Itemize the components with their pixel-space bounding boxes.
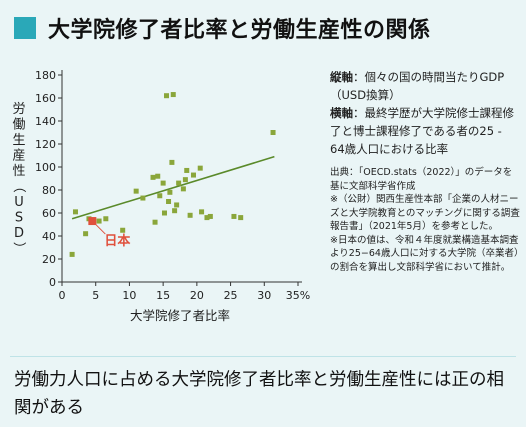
- data-point: [180, 186, 186, 192]
- data-point: [207, 213, 213, 219]
- data-point: [155, 173, 161, 179]
- japan-label: 日本: [104, 233, 130, 249]
- x-tick-label: 20: [190, 289, 204, 302]
- x-axis-title: 大学院修了者比率: [130, 308, 230, 323]
- data-point: [161, 210, 167, 216]
- y-tick-label: 180: [35, 69, 56, 82]
- y-tick-label: 100: [35, 161, 56, 174]
- y-axis-title-char: 生: [12, 133, 25, 148]
- trend-line: [71, 155, 275, 220]
- data-point: [166, 199, 172, 204]
- data-point: [150, 174, 156, 180]
- y-tick-label: 160: [35, 92, 56, 105]
- title-square-icon: [14, 17, 36, 39]
- y-tick-label: 80: [42, 184, 56, 197]
- source-notes: 出典：「OECD.stats（2022）」のデータを基に文部科学省作成 ※（公財…: [330, 166, 520, 274]
- data-point: [72, 209, 78, 215]
- axis-description: 縦軸：個々の国の時間当たりGDP（USD換算） 横軸：最終学歴が大学院修士課程修…: [330, 68, 520, 158]
- y-axis-title-char: ）: [11, 242, 26, 255]
- y-tick-label: 20: [42, 253, 56, 266]
- y-axis-title-char: D: [14, 226, 24, 241]
- y-tick-label: 0: [49, 276, 56, 289]
- data-point: [204, 215, 210, 221]
- y-axis-title-char: S: [15, 210, 23, 225]
- chart-svg: 0 20 40 60 80 100 120 140 160 180 0 5 10 15 20 25 30 35% 大…: [11, 69, 310, 323]
- data-point: [164, 93, 170, 99]
- y-axis-title-char: 働: [12, 117, 25, 132]
- x-tick-label: 10: [122, 289, 136, 302]
- divider: [10, 356, 516, 357]
- japan-leader-line: [94, 223, 106, 235]
- y-tick-label: 40: [42, 230, 56, 243]
- source-text: 出典：「OECD.stats（2022）」のデータを基に文部科学省作成: [330, 167, 513, 192]
- data-point: [197, 165, 203, 171]
- y-axis-title-char: 産: [12, 147, 25, 163]
- notes-panel: 縦軸：個々の国の時間当たりGDP（USD換算） 横軸：最終学歴が大学院修士課程修…: [330, 68, 520, 274]
- data-point: [157, 193, 163, 199]
- y-axis-title-char: 労: [12, 102, 25, 117]
- note-text-1: ※（公財）関西生産性本部「企業の人材ニーズと大学院教育とのマッチングに関する調査…: [330, 194, 520, 232]
- data-point: [182, 177, 188, 183]
- data-point: [140, 195, 146, 201]
- data-point: [270, 130, 276, 135]
- y-axis-title-char: U: [14, 195, 24, 210]
- data-point: [169, 159, 175, 165]
- data-point: [231, 213, 237, 219]
- data-point: [199, 209, 205, 215]
- data-point: [238, 215, 244, 221]
- title-bar: 大学院修了者比率と労働生産性の関係: [8, 8, 518, 44]
- x-tick-label: 15: [156, 289, 170, 302]
- y-tick-label: 60: [42, 207, 56, 220]
- vertical-axis-label: 縦軸: [330, 70, 353, 84]
- data-point: [152, 219, 158, 225]
- x-tick-label: 35%: [286, 289, 310, 302]
- data-point: [170, 92, 176, 98]
- data-point: [69, 251, 75, 257]
- data-point: [190, 172, 196, 178]
- data-point: [120, 227, 126, 233]
- data-point: [83, 231, 89, 237]
- data-point: [184, 167, 190, 173]
- data-point: [174, 202, 180, 208]
- x-tick-label: 25: [224, 289, 238, 302]
- x-tick-label: 0: [59, 289, 66, 302]
- x-tick-label: 5: [92, 289, 99, 302]
- x-tick-label: 30: [257, 289, 271, 302]
- y-tick-label: 140: [35, 115, 56, 128]
- data-point: [133, 188, 139, 194]
- conclusion-text: 労働力人口に占める大学院修了者比率と労働生産性には正の相関がある: [14, 370, 504, 418]
- data-point: [160, 180, 166, 186]
- y-axis-title-char: 性: [12, 164, 25, 179]
- y-tick-label: 120: [35, 138, 56, 151]
- horizontal-axis-label: 横軸: [330, 106, 353, 120]
- horizontal-axis-text: ：最終学歴が大学院修士課程修了と博士課程修了である者の25 - 64歳人口におけ…: [330, 106, 514, 156]
- data-point: [96, 218, 102, 224]
- data-point: [103, 216, 109, 222]
- page-title: 大学院修了者比率と労働生産性の関係: [48, 18, 431, 43]
- data-point: [187, 212, 193, 218]
- scatter-chart: 0 20 40 60 80 100 120 140 160 180 0 5 10 15 20 25 30 35% 大…: [0, 58, 330, 348]
- data-point: [172, 208, 178, 214]
- vertical-axis-text: ：個々の国の時間当たりGDP（USD換算）: [330, 70, 505, 102]
- data-point: [176, 180, 182, 186]
- note-text-2: ※日本の値は、令和４年度就業構造基本調査より25−64歳人口に対する大学院（卒業…: [330, 234, 519, 273]
- data-point: [167, 189, 173, 195]
- japan-data-point: [88, 217, 97, 226]
- y-axis-title-char: （: [11, 180, 26, 193]
